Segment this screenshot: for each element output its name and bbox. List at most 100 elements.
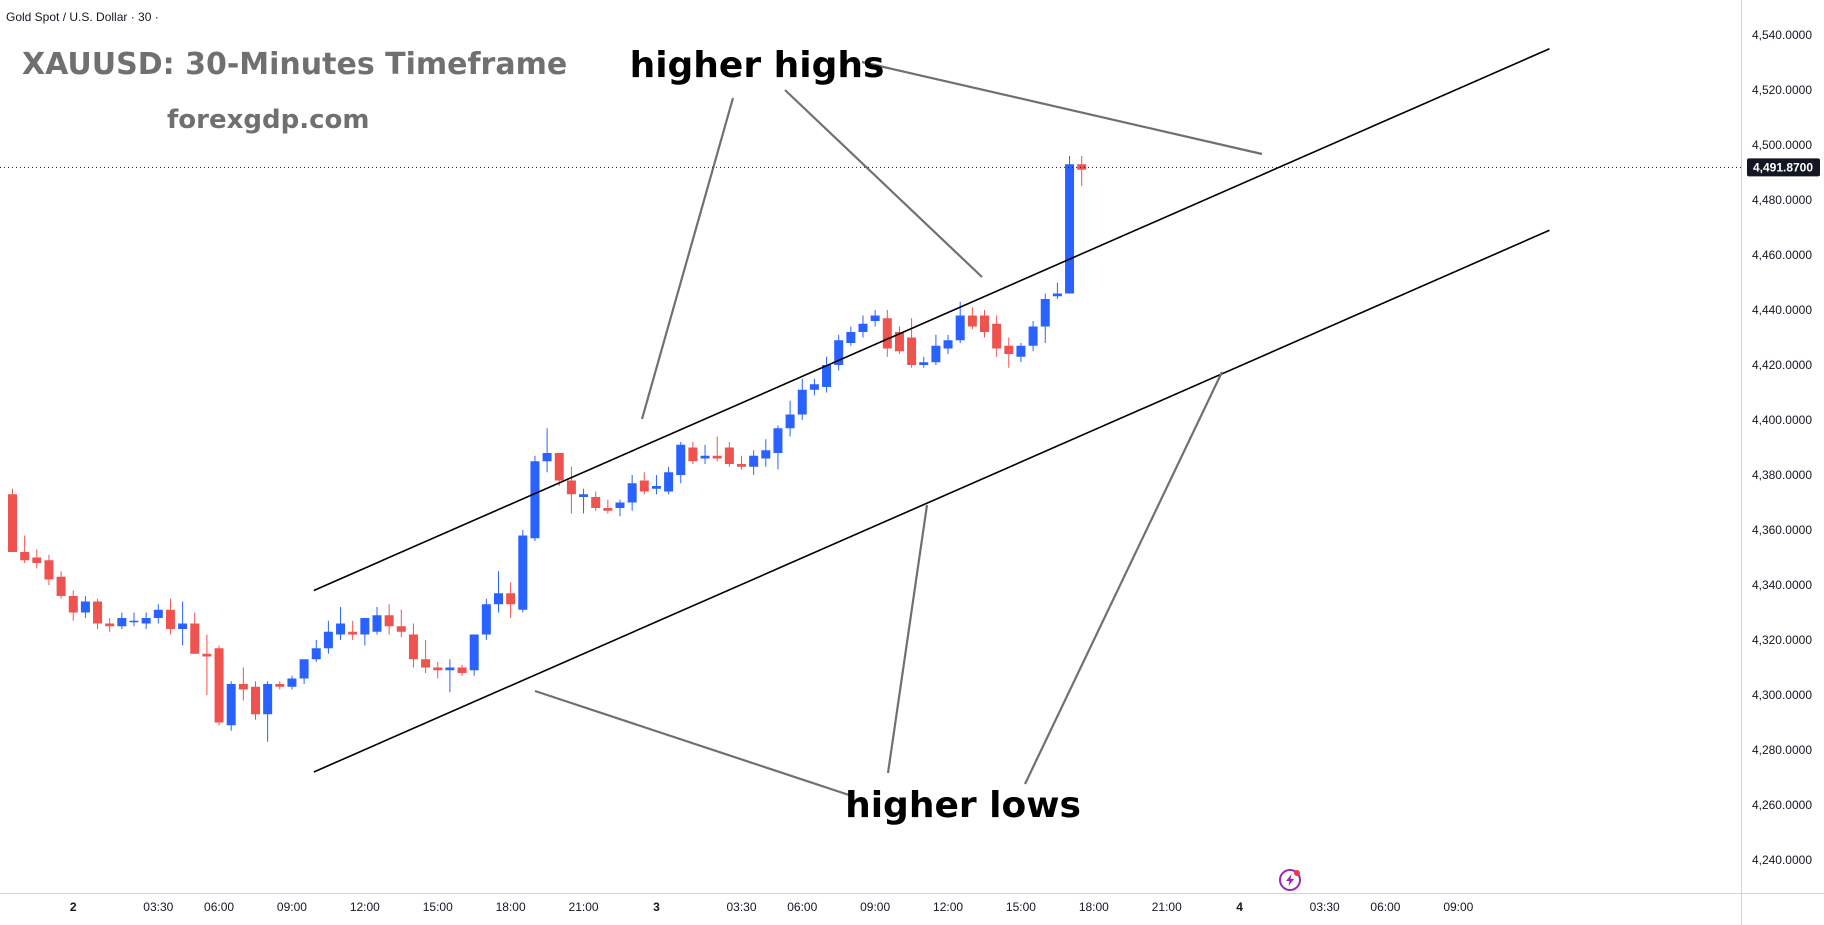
candle-body: [700, 455, 710, 459]
candle-body: [870, 315, 880, 321]
candle: [785, 400, 795, 437]
candle: [457, 664, 467, 676]
candle-body: [384, 615, 394, 627]
candle-body: [737, 464, 746, 467]
candle: [408, 623, 418, 668]
candle-body: [178, 623, 188, 629]
candle-body: [894, 332, 904, 352]
candle-body: [372, 615, 382, 632]
candle: [664, 466, 674, 495]
time-tick-label: 09:00: [1443, 900, 1473, 914]
channel-lines: [313, 48, 1550, 773]
candle-body: [761, 450, 771, 459]
candle: [1052, 282, 1062, 299]
candle-body: [202, 653, 212, 657]
candle: [627, 475, 637, 511]
price-tick-label: 4,500.0000: [1752, 138, 1812, 152]
candle: [822, 356, 832, 393]
candle: [336, 607, 346, 640]
price-axis[interactable]: 4,540.0000 4,520.0000 4,500.0000 4,480.0000…: [1752, 28, 1812, 867]
higher-highs-label: higher highs: [630, 45, 885, 86]
channel-upper-line[interactable]: [313, 48, 1550, 592]
candle: [542, 428, 552, 473]
time-tick-label: 06:00: [787, 900, 817, 914]
price-tick-label: 4,360.0000: [1752, 523, 1812, 537]
candle-body: [336, 623, 346, 635]
price-tick-label: 4,460.0000: [1752, 248, 1812, 262]
candle: [1065, 156, 1075, 294]
candle-body: [797, 389, 807, 415]
candle: [238, 667, 248, 701]
candle-body: [360, 618, 370, 635]
time-tick-label: 12:00: [933, 900, 963, 914]
price-tick-label: 4,380.0000: [1752, 468, 1812, 482]
candle: [129, 612, 139, 627]
time-tick-label: 18:00: [1079, 900, 1109, 914]
candle: [251, 681, 260, 720]
candle-body: [943, 340, 953, 349]
candle: [700, 444, 710, 464]
candle-body: [919, 362, 929, 365]
candle-body: [639, 480, 649, 492]
candle: [603, 499, 613, 514]
candle-body: [882, 318, 892, 349]
price-tick-label: 4,240.0000: [1752, 853, 1812, 867]
lightning-icon[interactable]: [1279, 869, 1301, 891]
candle: [44, 554, 54, 585]
candle: [761, 439, 771, 467]
time-tick-label: 3: [653, 900, 660, 914]
time-axis[interactable]: 2 03:30 06:00 09:00 12:00 15:00 18:00 21:00 3 03:…: [70, 900, 1474, 914]
candle-body: [1028, 326, 1038, 346]
candle-body: [287, 678, 297, 687]
candle: [797, 378, 807, 420]
candle-body: [542, 453, 552, 462]
candle-body: [396, 626, 406, 632]
candle: [153, 604, 163, 624]
candle: [68, 590, 78, 621]
candle: [579, 488, 589, 514]
candle: [56, 571, 66, 599]
candle: [372, 607, 382, 635]
candle-body: [433, 667, 443, 671]
candle: [846, 326, 856, 346]
current-price-tag: 4,491.8700: [1747, 158, 1820, 177]
channel-lower-line[interactable]: [313, 229, 1550, 773]
candle-body: [1004, 345, 1014, 354]
website-watermark: forexgdp.com: [167, 105, 369, 135]
candle: [894, 326, 904, 354]
annotation-pointer-line: [886, 504, 929, 774]
candle: [980, 310, 989, 338]
candle-body: [688, 447, 698, 462]
candle-body: [530, 461, 540, 539]
annotation-pointers: [534, 60, 1263, 797]
candle-body: [907, 337, 917, 365]
candle: [1004, 337, 1014, 368]
candle-body: [518, 535, 528, 610]
candle: [323, 620, 333, 654]
candle: [20, 535, 30, 563]
price-tick-label: 4,520.0000: [1752, 83, 1812, 97]
candle: [494, 571, 503, 613]
candle: [421, 640, 431, 673]
candle-body: [615, 502, 625, 508]
candle-body: [651, 486, 661, 489]
candle-body: [263, 684, 273, 715]
candle-body: [348, 631, 358, 635]
candle: [469, 634, 479, 676]
candle-body: [481, 604, 491, 635]
candle: [1016, 343, 1026, 363]
candle-body: [1052, 293, 1062, 297]
candle-body: [190, 623, 200, 654]
candle-body: [129, 620, 139, 623]
candle-body: [80, 601, 90, 613]
symbol-description[interactable]: Gold Spot / U.S. Dollar · 30 ·: [6, 10, 159, 24]
candle-body: [105, 623, 115, 627]
candle: [967, 307, 977, 330]
time-tick-label: 03:30: [726, 900, 756, 914]
candle: [360, 618, 370, 646]
candle-body: [251, 686, 260, 715]
annotation-pointer-line: [1024, 371, 1223, 785]
candle: [931, 334, 941, 365]
candle-body: [421, 659, 431, 668]
